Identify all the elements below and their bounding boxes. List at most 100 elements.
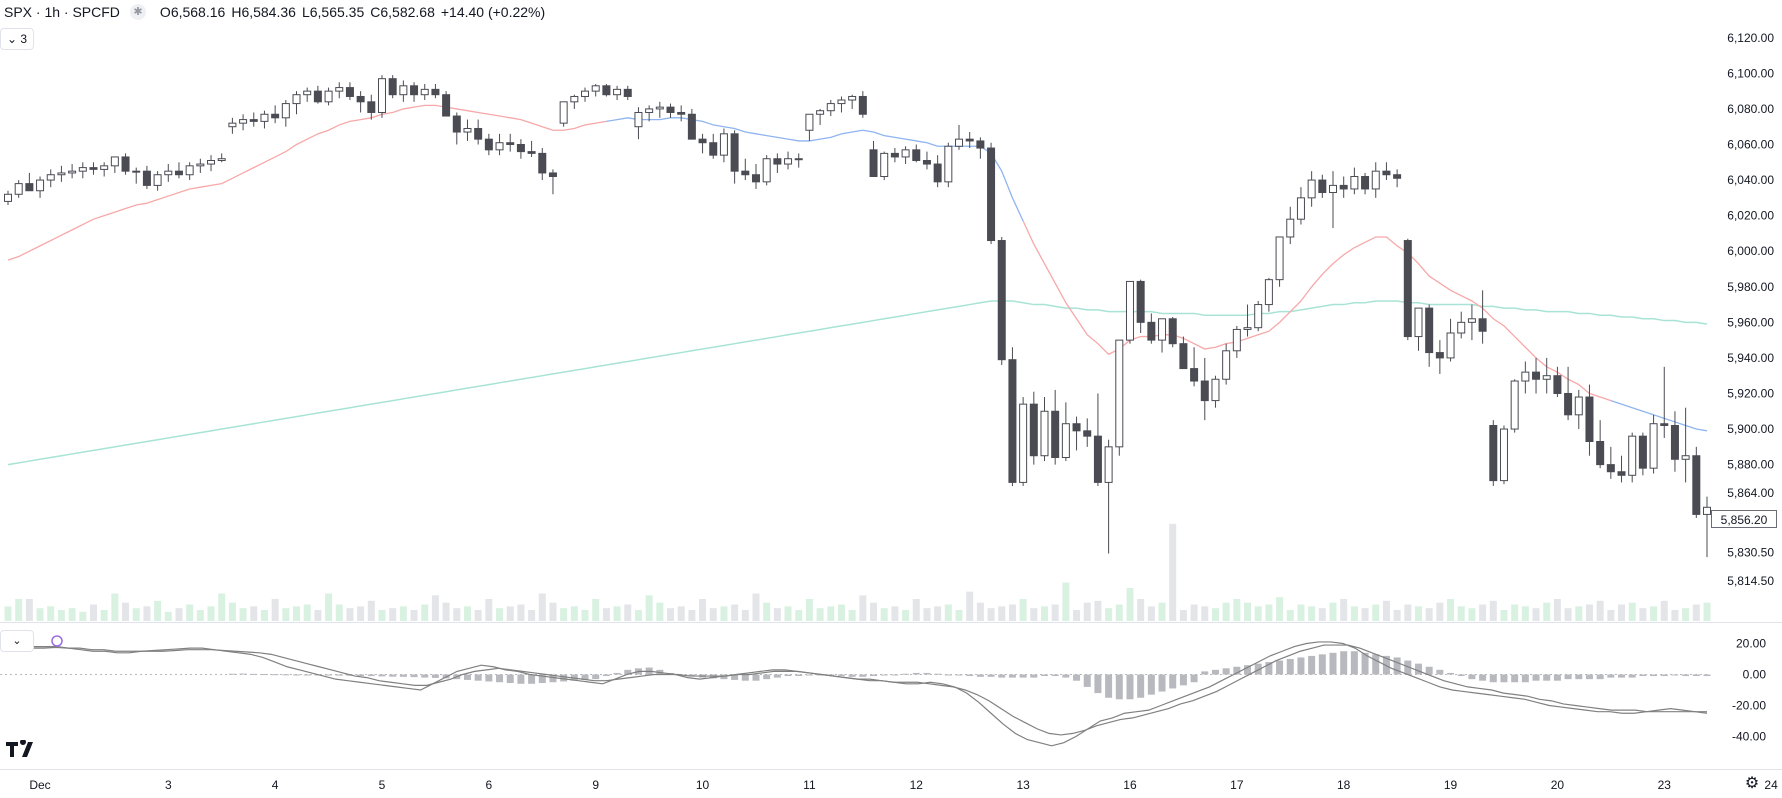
candle-body (880, 152, 889, 178)
candle-body (1104, 446, 1113, 483)
macd-histogram-bar (1233, 666, 1241, 675)
candle-body (922, 159, 931, 165)
volume-bar (314, 610, 322, 621)
macd-histogram-bar (1158, 674, 1166, 692)
candle-body (1019, 403, 1028, 483)
candle-body (719, 133, 728, 156)
volume-bar (634, 610, 642, 621)
macd-histogram-bar (1372, 654, 1380, 675)
candle-body (1296, 197, 1305, 220)
candle-body (869, 149, 878, 178)
gear-icon[interactable]: ⚙ (1744, 775, 1760, 792)
candle-body (281, 103, 290, 119)
volume-bar (1393, 610, 1401, 621)
candle-body (1008, 359, 1017, 483)
candle-body (196, 163, 205, 167)
macd-histogram-bar (1650, 674, 1658, 677)
candle-body (313, 90, 322, 103)
volume-bar (111, 593, 119, 621)
macd-histogram-bar (731, 674, 739, 680)
candle-body (239, 119, 248, 124)
macd-histogram-bar (934, 673, 942, 675)
volume-bar (624, 604, 632, 621)
candle-body (1115, 339, 1124, 448)
pane-collapse-button[interactable]: ⌄ (0, 630, 34, 652)
volume-bar (902, 610, 910, 621)
candle-body (356, 95, 365, 103)
volume-bar (1308, 606, 1316, 621)
macd-histogram-bar (1703, 674, 1711, 677)
candle-body (495, 142, 504, 151)
macd-histogram-bar (389, 674, 397, 677)
volume-bar (1692, 604, 1700, 621)
candle-body (1243, 327, 1252, 330)
volume-bar (1179, 610, 1187, 621)
macd-histogram-bar (1479, 674, 1487, 681)
indicators-toggle-button[interactable]: ⌄ 3 (0, 28, 35, 50)
candle-body (1083, 430, 1092, 437)
macd-histogram-bar (1019, 674, 1027, 678)
macd-histogram-bar (752, 674, 760, 681)
macd-histogram-bar (1447, 672, 1455, 675)
candle-body (623, 88, 632, 97)
macd-histogram-bar (1244, 665, 1252, 675)
volume-bar (763, 602, 771, 621)
macd-histogram-bar (1276, 660, 1284, 675)
macd-histogram-bar (1575, 674, 1583, 680)
volume-bar (506, 606, 514, 621)
candle-body (538, 152, 547, 174)
macd-histogram-bar (1179, 674, 1187, 686)
volume-bar (89, 604, 97, 621)
volume-bar (1019, 599, 1027, 621)
price-axis-tick: 5,960.00 (1727, 315, 1774, 329)
macd-histogram-bar (987, 674, 995, 677)
macd-histogram-bar (1607, 674, 1615, 678)
candle-body (367, 101, 376, 113)
volume-bar (1457, 606, 1465, 621)
candle-body (1403, 240, 1412, 338)
candle-body (1532, 371, 1541, 380)
candle-body (997, 240, 1006, 361)
candle-body (484, 138, 493, 151)
volume-bar (1660, 600, 1668, 621)
volume-bar (848, 610, 856, 621)
candle-body (687, 113, 696, 140)
macd-histogram-bar (1040, 674, 1048, 677)
candle-body (335, 87, 344, 92)
high-value: 6,584.36 (241, 4, 296, 20)
volume-bar (282, 608, 290, 621)
candle-body (1478, 318, 1487, 332)
candle-body (1542, 375, 1551, 380)
volume-bar (1233, 599, 1241, 621)
macd-histogram-bar (1222, 668, 1230, 675)
macd-histogram-bar (549, 674, 557, 683)
macd-histogram-bar (1008, 674, 1016, 678)
candle-body (1564, 392, 1573, 416)
volume-bar (378, 610, 386, 621)
ema-fast-line (7, 104, 607, 261)
volume-bar (143, 606, 151, 621)
candle-body (1061, 423, 1070, 459)
volume-bar (1030, 608, 1038, 621)
volume-bar (1639, 608, 1647, 621)
macd-histogram-bar (688, 674, 696, 677)
ema-fast-line (1610, 399, 1708, 432)
candle-body (249, 119, 258, 122)
candle-body (634, 111, 643, 128)
market-status-icon: ✱ (129, 4, 146, 20)
price-axis-tick: 6,020.00 (1727, 209, 1774, 223)
macd-histogram-bar (485, 674, 493, 682)
macd-histogram-bar (1094, 674, 1102, 694)
volume-bar (1607, 610, 1615, 621)
volume-bar (79, 611, 87, 621)
macd-histogram-bar (1414, 663, 1422, 675)
macd-histogram-bar (1628, 674, 1636, 678)
price-axis-tick: 6,100.00 (1727, 66, 1774, 80)
macd-histogram-bar (1083, 674, 1091, 687)
candle-body (912, 149, 921, 161)
candle-body (570, 95, 579, 103)
macd-histogram-bar (1393, 657, 1401, 675)
symbol-label[interactable]: SPX · 1h · SPCFD (4, 4, 120, 20)
volume-bar (1201, 606, 1209, 621)
